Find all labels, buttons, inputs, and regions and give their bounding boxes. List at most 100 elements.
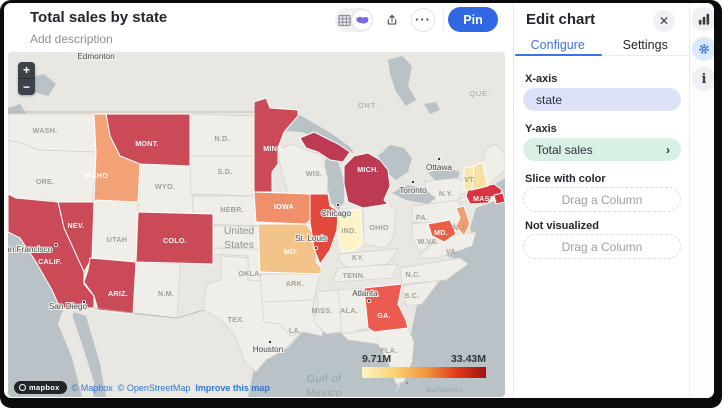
city-dot-st-louis — [313, 245, 318, 250]
svg-text:TEX.: TEX. — [228, 315, 245, 324]
svg-text:FLA.: FLA. — [381, 346, 398, 355]
svg-text:PA.: PA. — [416, 213, 428, 222]
tab-settings[interactable]: Settings — [622, 38, 668, 52]
state-louisiana — [261, 299, 325, 337]
slice-dropzone[interactable]: Drag a Column — [523, 187, 681, 212]
x-axis-field[interactable]: state — [523, 88, 681, 111]
state-michigan[interactable] — [343, 152, 391, 209]
svg-text:N.D.: N.D. — [214, 134, 229, 143]
cape-cod[interactable] — [493, 192, 505, 205]
map-attribution: mapbox © Mapbox © OpenStreetMap Improve … — [14, 381, 270, 394]
svg-text:OKLA.: OKLA. — [238, 269, 262, 278]
state-minnesota[interactable] — [253, 97, 299, 193]
country-borders — [8, 111, 254, 319]
state-idaho[interactable] — [93, 113, 141, 203]
legend-max: 33.43M — [450, 353, 486, 365]
svg-text:ONT.: ONT. — [358, 101, 378, 110]
tab-configure[interactable]: Configure — [530, 38, 585, 52]
svg-text:COLO.: COLO. — [163, 236, 187, 245]
mapbox-logo-icon — [19, 384, 26, 391]
city-markers: Edmonton San Francisco San Diego Chicago… — [8, 52, 453, 355]
zoom-out-button[interactable]: − — [18, 79, 35, 95]
canadian-lake — [424, 102, 440, 114]
svg-text:LA.: LA. — [289, 326, 301, 335]
osm-link[interactable]: © OpenStreetMap — [117, 382, 191, 393]
state-new-hampshire[interactable] — [471, 161, 489, 191]
not-visualized-label: Not visualized — [525, 220, 599, 232]
not-visualized-dropzone[interactable]: Drag a Column — [523, 234, 681, 259]
svg-text:MASS.: MASS. — [473, 194, 497, 203]
svg-text:VT.: VT. — [464, 175, 475, 184]
map-canvas[interactable]: WASH. ORE. IDAHO MONT. N.D. S.D. WYO. NE… — [8, 52, 505, 397]
region-labels: ONT. QUE. United States Gulf of Mexico B… — [224, 89, 490, 397]
svg-text:N.C.: N.C. — [405, 270, 420, 279]
pin-button[interactable]: Pin — [448, 7, 498, 32]
svg-text:San Diego: San Diego — [49, 302, 88, 311]
close-icon: ✕ — [658, 14, 670, 28]
city-dot-toronto — [410, 179, 415, 184]
state-new-jersey[interactable] — [455, 205, 471, 237]
svg-text:WIS.: WIS. — [306, 169, 323, 178]
chart-settings-button[interactable] — [692, 37, 714, 61]
svg-text:MONT.: MONT. — [135, 139, 159, 148]
state-missouri[interactable] — [257, 223, 323, 275]
more-options-button[interactable]: ··· — [411, 8, 435, 32]
zoom-in-button[interactable]: + — [18, 62, 35, 78]
state-arizona[interactable] — [83, 257, 137, 315]
state-north-carolina — [399, 257, 469, 285]
share-button[interactable] — [380, 8, 404, 32]
visualization-type-button[interactable] — [692, 7, 714, 31]
gulf-of-california — [70, 312, 106, 397]
state-indiana[interactable] — [336, 208, 364, 253]
city-dot-san-francisco — [54, 242, 59, 247]
svg-text:Houston: Houston — [253, 345, 284, 354]
svg-text:S.C.: S.C. — [405, 291, 420, 300]
state-colorado[interactable] — [135, 211, 214, 265]
svg-text:IOWA: IOWA — [274, 202, 294, 211]
svg-text:N.M.: N.M. — [158, 289, 174, 298]
svg-text:TENN.: TENN. — [343, 271, 366, 280]
uncolored-states — [8, 113, 505, 385]
legend-min: 9.71M — [362, 353, 392, 365]
improve-map-link[interactable]: Improve this map — [195, 382, 270, 393]
info-button[interactable]: i — [692, 67, 714, 91]
slice-with-color-label: Slice with color — [525, 173, 606, 185]
description-placeholder[interactable]: Add description — [30, 32, 113, 46]
svg-text:Ottawa: Ottawa — [426, 163, 452, 172]
svg-text:VA.: VA. — [446, 247, 458, 256]
table-view-button[interactable] — [335, 8, 354, 32]
state-south-dakota — [189, 155, 259, 197]
page-title[interactable]: Total sales by state — [30, 9, 168, 26]
svg-text:UTAH: UTAH — [107, 235, 127, 244]
svg-text:N.J.: N.J. — [453, 223, 467, 232]
svg-text:MD.: MD. — [434, 228, 448, 237]
state-georgia[interactable] — [363, 283, 409, 333]
state-wisconsin — [277, 143, 329, 203]
state-california[interactable] — [8, 193, 95, 309]
svg-text:KY.: KY. — [352, 253, 364, 262]
mapbox-link[interactable]: © Mapbox — [71, 382, 113, 393]
city-dot-san-diego — [82, 299, 87, 304]
svg-text:NEBR.: NEBR. — [220, 205, 244, 214]
y-axis-field[interactable]: Total sales › — [523, 138, 681, 161]
svg-text:Toronto: Toronto — [399, 186, 427, 195]
info-icon: i — [701, 71, 707, 87]
state-maryland[interactable] — [427, 219, 457, 243]
state-tennessee — [331, 263, 399, 283]
svg-text:Edmonton: Edmonton — [77, 52, 115, 61]
svg-text:Atlanta: Atlanta — [352, 289, 378, 298]
svg-text:Bahamas: Bahamas — [426, 385, 463, 394]
state-michigan-up[interactable] — [299, 131, 351, 163]
us-mexico-border — [93, 307, 205, 319]
svg-text:NEV.: NEV. — [67, 221, 84, 230]
map-view-button[interactable] — [352, 10, 372, 30]
chevron-right-icon: › — [666, 142, 670, 157]
legend-gradient-bar — [362, 367, 486, 378]
close-panel-button[interactable]: ✕ — [653, 10, 675, 32]
svg-text:Gulf of: Gulf of — [307, 373, 342, 385]
svg-text:S.D.: S.D. — [218, 167, 233, 176]
mapbox-logo[interactable]: mapbox — [14, 381, 67, 394]
visualization-toggle[interactable] — [335, 8, 373, 32]
state-illinois[interactable] — [309, 193, 341, 265]
color-legend: 9.71M 33.43M — [362, 353, 486, 378]
